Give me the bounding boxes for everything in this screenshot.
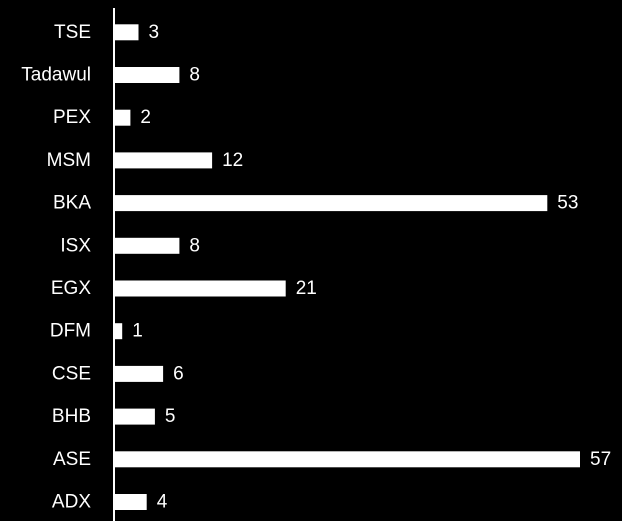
bar-msm: [114, 152, 213, 169]
bar-tse: [114, 24, 139, 41]
data-label-bhb: 5: [165, 406, 176, 427]
labels-layer: ADX 4 ASE 57 BHB 5 CSE 6 DFM 1 EGX 21 ISX 8 BKA 53 MSM 12…: [21, 22, 611, 513]
bars-layer: [114, 24, 580, 510]
tick-label-dfm: DFM: [50, 321, 91, 342]
data-label-isx: 8: [189, 235, 200, 256]
bar-bka: [114, 195, 548, 212]
data-label-ase: 57: [590, 449, 611, 470]
data-label-dfm: 1: [132, 321, 143, 342]
data-label-adx: 4: [157, 492, 168, 513]
bar-ase: [114, 451, 580, 468]
data-label-egx: 21: [296, 278, 317, 299]
bar-dfm: [114, 323, 123, 340]
tick-label-cse: CSE: [52, 363, 91, 384]
bar-pex: [114, 109, 131, 126]
tick-label-bka: BKA: [53, 193, 91, 214]
bar-bhb: [114, 408, 155, 425]
data-label-tadawul: 8: [189, 65, 200, 86]
tick-label-msm: MSM: [47, 150, 91, 171]
bar-cse: [114, 365, 164, 382]
bar-egx: [114, 280, 286, 297]
bar-adx: [114, 494, 147, 510]
tick-label-pex: PEX: [53, 107, 91, 128]
bar-isx: [114, 237, 180, 254]
tick-label-adx: ADX: [52, 492, 91, 513]
bar-tadawul: [114, 67, 180, 83]
data-label-bka: 53: [557, 193, 578, 214]
data-label-tse: 3: [149, 22, 160, 43]
tick-label-isx: ISX: [60, 235, 91, 256]
data-label-msm: 12: [222, 150, 243, 171]
data-label-cse: 6: [173, 363, 184, 384]
tick-label-tse: TSE: [54, 22, 91, 43]
tick-label-bhb: BHB: [52, 406, 91, 427]
tick-label-tadawul: Tadawul: [21, 65, 91, 86]
tick-label-egx: EGX: [51, 278, 91, 299]
tick-label-ase: ASE: [53, 449, 91, 470]
data-label-pex: 2: [140, 107, 151, 128]
